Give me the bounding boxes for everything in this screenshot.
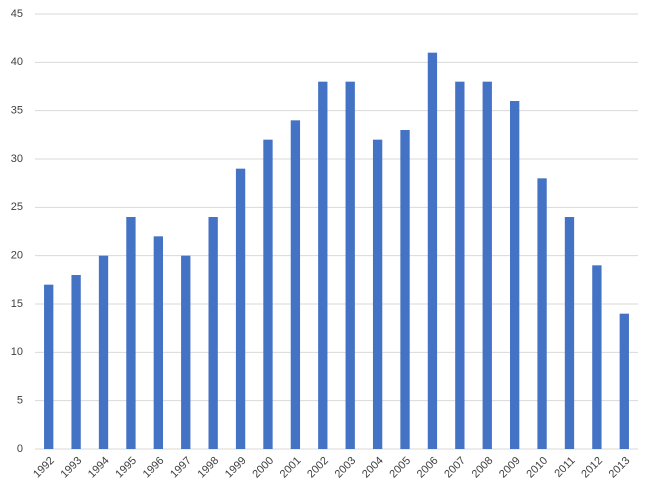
x-tick-label: 1998: [196, 455, 222, 481]
bar: [537, 178, 547, 450]
bar: [619, 313, 629, 449]
x-tick-label: 2006: [415, 455, 441, 481]
bar: [592, 265, 602, 449]
x-tick-label: 1997: [168, 455, 194, 481]
bar: [564, 217, 575, 449]
bar: [44, 284, 54, 449]
bar: [290, 120, 301, 449]
bar: [263, 139, 273, 449]
x-tick-label: 2011: [552, 455, 577, 480]
bar: [98, 255, 109, 449]
bar: [400, 130, 410, 449]
bar: [372, 139, 383, 449]
x-tick-label: 1994: [86, 455, 112, 481]
y-tick-label: 5: [17, 395, 23, 407]
bar: [208, 217, 218, 449]
x-tick-label: 2001: [278, 455, 304, 481]
bar: [71, 275, 81, 449]
x-tick-label: 1996: [141, 455, 167, 481]
x-tick-label: 2007: [442, 455, 468, 481]
bar: [318, 81, 328, 450]
bar: [345, 81, 355, 450]
bar: [427, 52, 438, 450]
x-tick-label: 2013: [607, 455, 633, 481]
x-tick-label: 1999: [223, 455, 249, 481]
x-tick-label: 2002: [305, 455, 331, 481]
x-tick-label: 2009: [497, 455, 523, 481]
y-tick-label: 30: [11, 153, 23, 165]
y-tick-label: 40: [11, 56, 23, 68]
bar: [153, 236, 164, 449]
bar: [235, 168, 246, 449]
x-tick-label: 1992: [31, 455, 57, 481]
x-tick-label: 2012: [579, 455, 605, 481]
bar: [455, 81, 465, 450]
bar: [181, 255, 191, 449]
x-tick-label: 2008: [470, 455, 496, 481]
y-tick-label: 0: [17, 443, 23, 455]
y-tick-label: 25: [11, 201, 23, 213]
x-tick-label: 1995: [113, 455, 139, 481]
y-tick-label: 10: [11, 346, 23, 358]
x-tick-label: 2004: [360, 455, 386, 481]
x-tick-label: 2000: [250, 455, 276, 481]
y-tick-label: 35: [11, 105, 23, 117]
bar: [509, 101, 520, 449]
y-tick-label: 45: [11, 8, 23, 20]
x-tick-label: 1993: [58, 455, 84, 481]
x-tick-label: 2010: [524, 455, 550, 481]
bar: [126, 217, 136, 449]
x-tick-label: 2003: [333, 455, 359, 481]
x-tick-label: 2005: [387, 455, 413, 481]
bar: [482, 81, 492, 450]
y-tick-label: 20: [11, 250, 23, 262]
y-tick-label: 15: [11, 298, 23, 310]
